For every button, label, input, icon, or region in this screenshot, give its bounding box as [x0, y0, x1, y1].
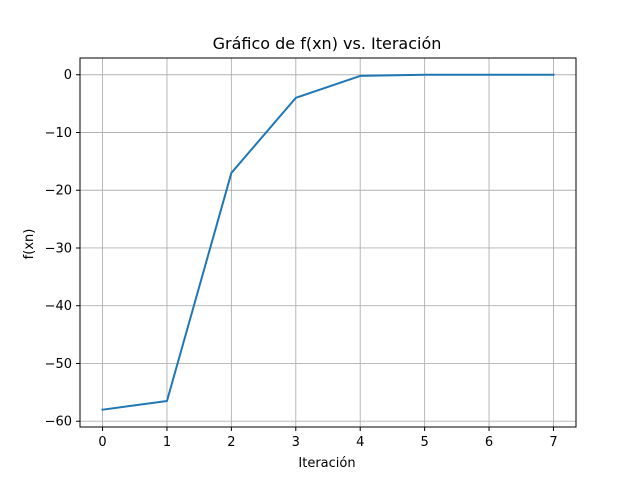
x-tick-label: 7 [549, 435, 557, 450]
plot-frame [79, 57, 577, 428]
x-tick-label: 1 [163, 435, 171, 450]
x-tick-label: 6 [485, 435, 493, 450]
grid-layer [80, 58, 576, 427]
x-tick-label: 4 [356, 435, 364, 450]
x-tick-label: 3 [292, 435, 300, 450]
y-tick-label: −60 [45, 415, 72, 430]
chart-title: Gráfico de f(xn) vs. Iteración [213, 34, 442, 53]
y-tick-label: −20 [45, 184, 72, 199]
y-tick-label: −40 [45, 299, 72, 314]
x-tick-label: 5 [420, 435, 428, 450]
y-tick-label: −30 [45, 241, 72, 256]
x-tick-label: 2 [227, 435, 235, 450]
y-tick-label: −10 [45, 126, 72, 141]
y-tick-label: −50 [45, 357, 72, 372]
y-tick-label: 0 [64, 68, 72, 83]
series-layer [101, 73, 555, 411]
series-line [101, 73, 555, 411]
x-tick-label: 0 [98, 435, 106, 450]
tick-layer: 0 1 2 3 4 5 6 7 0 −10 −20 −30 −40 −50 −60 [45, 68, 558, 450]
y-axis-label: f(xn) [22, 229, 37, 260]
x-axis-label: Iteración [298, 456, 355, 471]
